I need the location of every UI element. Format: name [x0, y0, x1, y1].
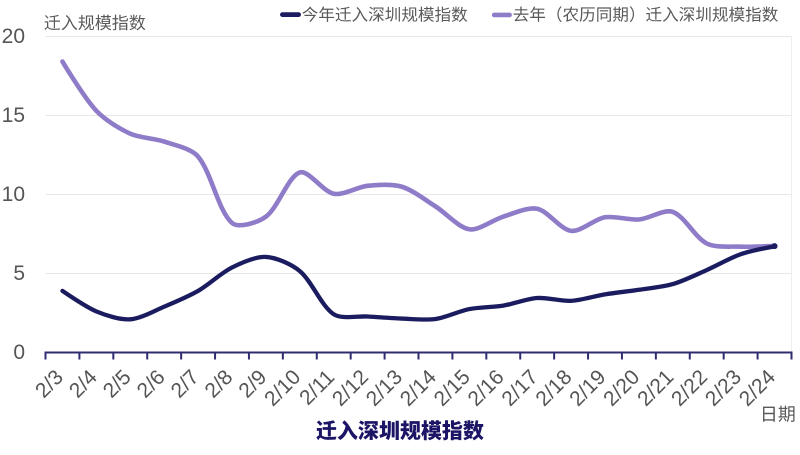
svg-text:10: 10 [2, 183, 25, 206]
svg-text:20: 20 [2, 25, 25, 48]
svg-text:5: 5 [13, 262, 25, 285]
svg-text:0: 0 [13, 341, 25, 364]
svg-text:15: 15 [2, 104, 25, 127]
